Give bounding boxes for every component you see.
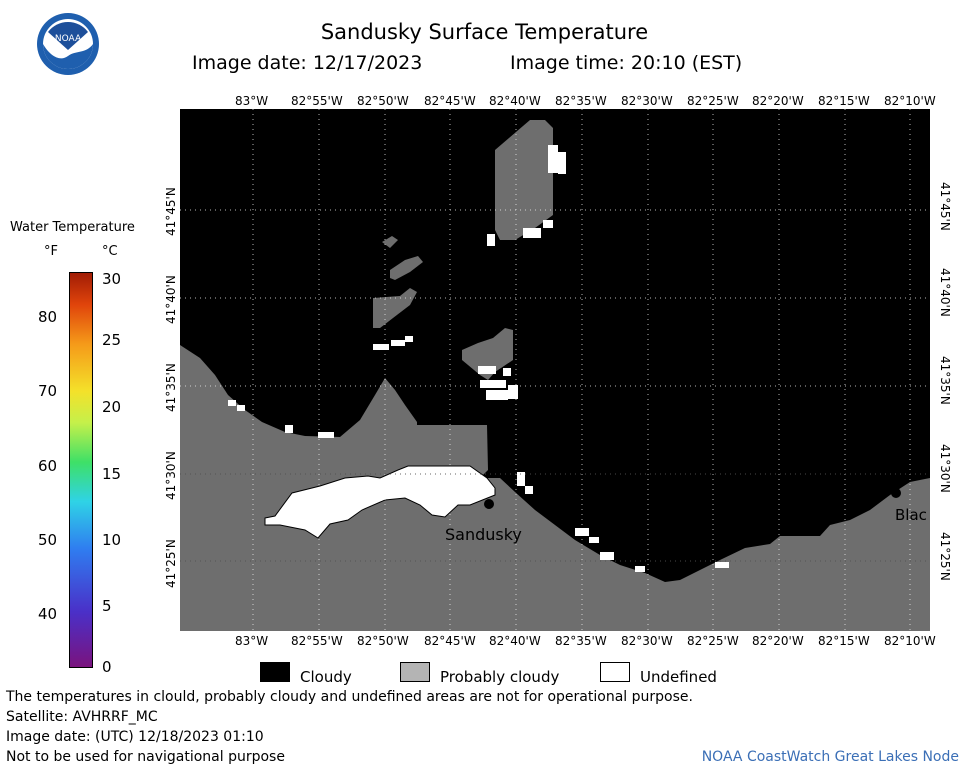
lon-tick: 82°25'W: [687, 634, 739, 648]
lon-tick: 82°10'W: [884, 94, 936, 108]
land-area: [180, 345, 930, 631]
lon-tick: 82°45'W: [424, 94, 476, 108]
lon-tick: 82°35'W: [555, 634, 607, 648]
graticule: [180, 109, 930, 631]
lat-tick: 41°25'N: [938, 532, 952, 581]
colorbar-c-tick: 0: [102, 658, 112, 676]
lon-tick: 82°20'W: [752, 94, 804, 108]
colorbar-c-tick: 30: [102, 270, 122, 288]
lon-tick: 82°30'W: [621, 634, 673, 648]
colorbar-unit-f: °F: [44, 244, 58, 259]
undefined-area: [264, 465, 496, 539]
lon-tick: 82°55'W: [291, 94, 343, 108]
cloud-patch: [495, 120, 553, 240]
lon-tick: 82°45'W: [424, 634, 476, 648]
lon-tick: 82°55'W: [291, 634, 343, 648]
image-time: Image time: 20:10 (EST): [510, 52, 743, 74]
colorbar: [69, 272, 93, 668]
cloud-patch: [382, 236, 398, 248]
footer-disclaimer: The temperatures in clould, probably clo…: [6, 689, 693, 705]
colorbar-unit-c: °C: [102, 244, 118, 259]
lat-tick: 41°25'N: [164, 539, 178, 588]
undefined-speckles: [228, 145, 729, 572]
lon-tick: 82°40'W: [489, 634, 541, 648]
lat-tick: 41°40'N: [164, 275, 178, 324]
lon-tick: 82°15'W: [818, 94, 870, 108]
lat-tick: 41°35'N: [164, 363, 178, 412]
legend-label-probably-cloudy: Probably cloudy: [440, 668, 560, 686]
image-date: Image date: 12/17/2023: [192, 52, 423, 74]
noaa-logo: NOAA: [37, 13, 99, 75]
sandusky-marker: [484, 499, 494, 509]
colorbar-c-tick: 25: [102, 331, 122, 349]
lat-tick: 41°40'N: [938, 268, 952, 317]
footer-satellite: Satellite: AVHRRF_MC: [6, 709, 158, 725]
lon-tick: 82°15'W: [818, 634, 870, 648]
city-label: Blac: [895, 506, 927, 524]
cloud-patch: [390, 256, 423, 280]
logo-text: NOAA: [55, 34, 82, 44]
lon-tick: 82°30'W: [621, 94, 673, 108]
colorbar-c-tick: 10: [102, 531, 122, 549]
colorbar-f-tick: 80: [38, 308, 58, 326]
footer-utc-date: Image date: (UTC) 12/18/2023 01:10: [6, 729, 264, 745]
lon-tick: 82°50'W: [357, 634, 409, 648]
lat-tick: 41°45'N: [164, 187, 178, 236]
footer-credit: NOAA CoastWatch Great Lakes Node: [701, 749, 959, 765]
lon-tick: 82°20'W: [752, 634, 804, 648]
legend-label-cloudy: Cloudy: [300, 668, 352, 686]
lon-tick: 83°W: [235, 634, 269, 648]
lat-tick: 41°35'N: [938, 356, 952, 405]
colorbar-f-tick: 60: [38, 457, 58, 475]
sandusky-label: Sandusky: [445, 525, 522, 544]
lon-tick: 82°50'W: [357, 94, 409, 108]
lon-tick: 82°10'W: [884, 634, 936, 648]
colorbar-c-tick: 15: [102, 465, 122, 483]
colorbar-c-tick: 20: [102, 398, 122, 416]
legend-swatch-undefined: [600, 662, 630, 682]
legend-label-undefined: Undefined: [640, 668, 717, 686]
legend-swatch-cloudy: [260, 662, 290, 682]
map-title: Sandusky Surface Temperature: [320, 20, 649, 44]
lat-tick: 41°45'N: [938, 182, 952, 231]
legend-swatch-probably-cloudy: [400, 662, 430, 682]
colorbar-c-tick: 5: [102, 597, 112, 615]
cloud-patch: [462, 328, 513, 380]
lat-tick: 41°30'N: [938, 444, 952, 493]
lon-tick: 82°35'W: [555, 94, 607, 108]
lon-tick: 82°25'W: [687, 94, 739, 108]
lon-tick: 83°W: [235, 94, 269, 108]
colorbar-title: Water Temperature: [10, 220, 135, 235]
city-marker: [891, 488, 901, 498]
colorbar-f-tick: 50: [38, 531, 58, 549]
map-area: [180, 109, 930, 631]
footer-navigation-note: Not to be used for navigational purpose: [6, 749, 285, 765]
lon-tick: 82°40'W: [489, 94, 541, 108]
colorbar-f-tick: 40: [38, 605, 58, 623]
lat-tick: 41°30'N: [164, 451, 178, 500]
colorbar-f-tick: 70: [38, 382, 58, 400]
